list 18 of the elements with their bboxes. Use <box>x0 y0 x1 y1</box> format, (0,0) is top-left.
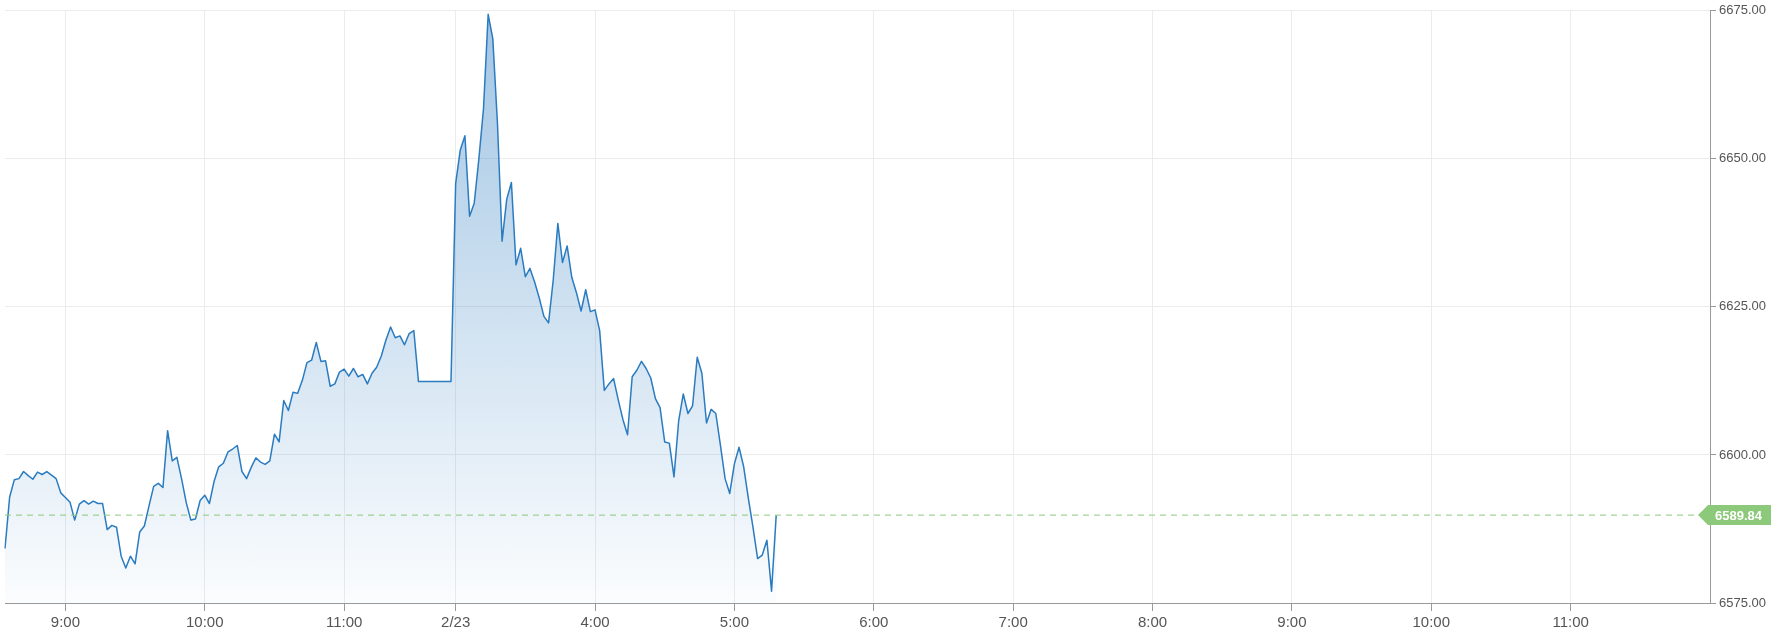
x-tick-label: 6:00 <box>859 613 889 631</box>
x-tick-label: 11:00 <box>1552 613 1589 631</box>
x-tick-label: 2/23 <box>441 613 471 631</box>
x-tick-label: 11:00 <box>325 613 363 631</box>
y-tick-label: 6600.00 <box>1719 446 1766 462</box>
x-tick-label: 9:00 <box>50 613 80 631</box>
y-tick-label: 6650.00 <box>1719 150 1766 166</box>
y-tick-label: 6625.00 <box>1719 298 1766 314</box>
x-tick-label: 10:00 <box>185 613 224 631</box>
x-tick-label: 7:00 <box>998 613 1028 631</box>
x-tick-label: 10:00 <box>1412 613 1451 631</box>
y-tick-label: 6675.00 <box>1719 2 1766 18</box>
x-tick-label: 8:00 <box>1137 613 1168 631</box>
x-tick-label: 5:00 <box>719 613 749 631</box>
x-tick-label: 9:00 <box>1277 613 1307 631</box>
ref-line-label: 6589.84 <box>1715 507 1763 523</box>
y-tick-label: 6575.00 <box>1719 594 1766 610</box>
x-tick-label: 4:00 <box>580 613 610 631</box>
